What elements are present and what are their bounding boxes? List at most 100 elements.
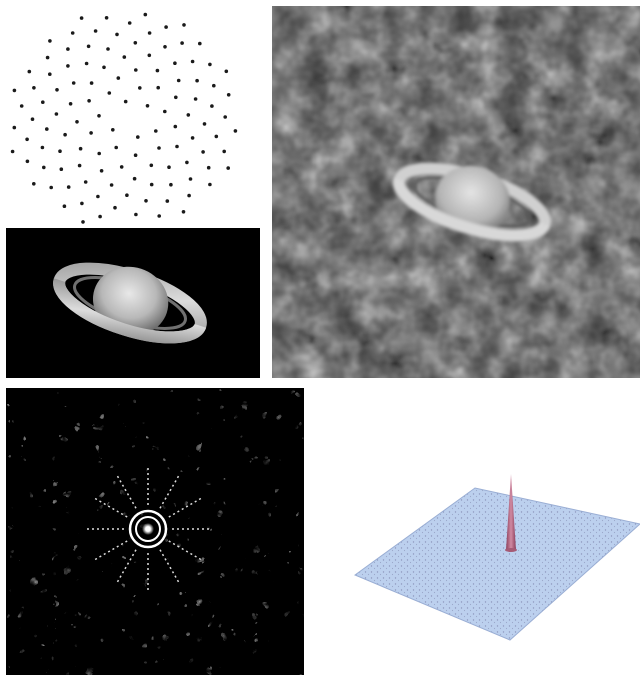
spiral-dot (165, 199, 170, 203)
spiral-dot (70, 31, 75, 35)
spiral-dot (71, 81, 76, 85)
spiral-dot (163, 109, 167, 114)
spiral-dot (125, 193, 129, 197)
spiral-dot (190, 136, 195, 140)
spiral-dot (173, 61, 177, 65)
spiral-dot (181, 210, 186, 214)
spiral-dot (198, 41, 202, 46)
spiral-dot (143, 12, 148, 17)
speckle-ray (93, 497, 128, 518)
spiral-dot (185, 160, 189, 165)
spiral-dot (48, 72, 52, 76)
spiral-dot (113, 205, 117, 210)
spiral-dot (116, 76, 121, 80)
spiral-dot (79, 16, 84, 20)
speckle-ray (116, 474, 137, 509)
spiral-dot (32, 86, 36, 90)
spiral-dot (32, 182, 36, 186)
spiral-dot (233, 129, 238, 133)
spiral-dot (12, 88, 17, 93)
spiral-dot (10, 149, 15, 154)
spiral-dot (27, 69, 32, 74)
spiral-dot (86, 44, 91, 49)
surface-plot-panel (340, 450, 640, 660)
spiral-dot (134, 212, 138, 217)
spiral-dot (19, 104, 24, 108)
speckle-panel (6, 388, 304, 675)
spiral-dot (223, 115, 227, 119)
spiral-dot (174, 95, 178, 100)
spiral-dot (58, 149, 62, 153)
spiral-dot (41, 100, 45, 104)
spiral-dot (156, 85, 160, 90)
spiral-dot (78, 146, 83, 151)
spiral-dot (186, 113, 191, 117)
spiral-dot (224, 69, 229, 74)
spiral-dot (87, 99, 91, 103)
surface-plot (353, 474, 640, 641)
spiral-dot (30, 117, 35, 121)
spiral-dot (210, 104, 214, 108)
spiral-dot (102, 65, 106, 70)
speckle-rays (86, 467, 210, 591)
spiral-dot (193, 97, 198, 101)
spiral-dot (167, 165, 171, 169)
spiral-dot (40, 145, 45, 150)
spiral-dot (66, 64, 70, 68)
speckle-ray (116, 549, 137, 584)
saturn-clean-panel (6, 228, 260, 378)
spiral-dot (66, 47, 70, 51)
spiral-dot (25, 137, 29, 142)
spiral-dot (81, 220, 85, 224)
spiral-dot (144, 199, 148, 203)
spiral-dot (136, 135, 140, 139)
spiral-dot (54, 112, 59, 116)
spiral-dot (212, 83, 216, 88)
spiral-dot (84, 61, 89, 66)
spiral-dot (93, 29, 98, 33)
spiral-dot (115, 32, 119, 37)
spiral-dot (226, 93, 231, 97)
spiral-dot (195, 78, 199, 83)
spiral-dot (109, 183, 114, 187)
spiral-dot (149, 163, 154, 168)
spiral-dot (89, 81, 94, 85)
spiral-dot (157, 214, 161, 218)
spiral-dot (208, 62, 212, 67)
spiral-dot (202, 122, 207, 126)
saturn-image (53, 262, 207, 344)
spiral-dot (145, 104, 150, 108)
spiral-dot (49, 185, 53, 190)
spiral-dot (89, 131, 93, 135)
spiral-dot (12, 125, 17, 130)
spiral-dot (123, 99, 128, 104)
spiral-dot (62, 204, 67, 208)
speckle-ray (93, 540, 128, 561)
spiral-dot (98, 214, 102, 219)
spiral-dot (175, 144, 179, 149)
spiral-dot (97, 151, 101, 156)
spiral-dot (77, 163, 82, 168)
spiral-dot (66, 185, 71, 189)
spiral-dot (208, 182, 212, 187)
spiral-dot (96, 194, 100, 199)
spiral-dot (107, 91, 112, 95)
spiral-dot (119, 165, 124, 169)
speckle-image (6, 388, 304, 675)
spiral-dot (63, 132, 67, 137)
spiral-dot (45, 55, 50, 60)
spiral-dot (133, 41, 138, 45)
spiral-dot (104, 15, 109, 20)
spiral-dot (222, 149, 226, 154)
speckle-ray (159, 549, 180, 584)
spiral-dot (133, 153, 138, 157)
spiral-dot (68, 102, 73, 106)
noisy-saturn-image (272, 6, 640, 378)
spiral-pattern-panel (0, 0, 262, 226)
spiral-dot (122, 55, 127, 59)
speckle-ray (159, 474, 180, 509)
spiral-dot (127, 21, 132, 25)
spiral-dot (147, 53, 152, 58)
spiral-dot (80, 201, 84, 206)
spiral-dot (149, 182, 154, 187)
